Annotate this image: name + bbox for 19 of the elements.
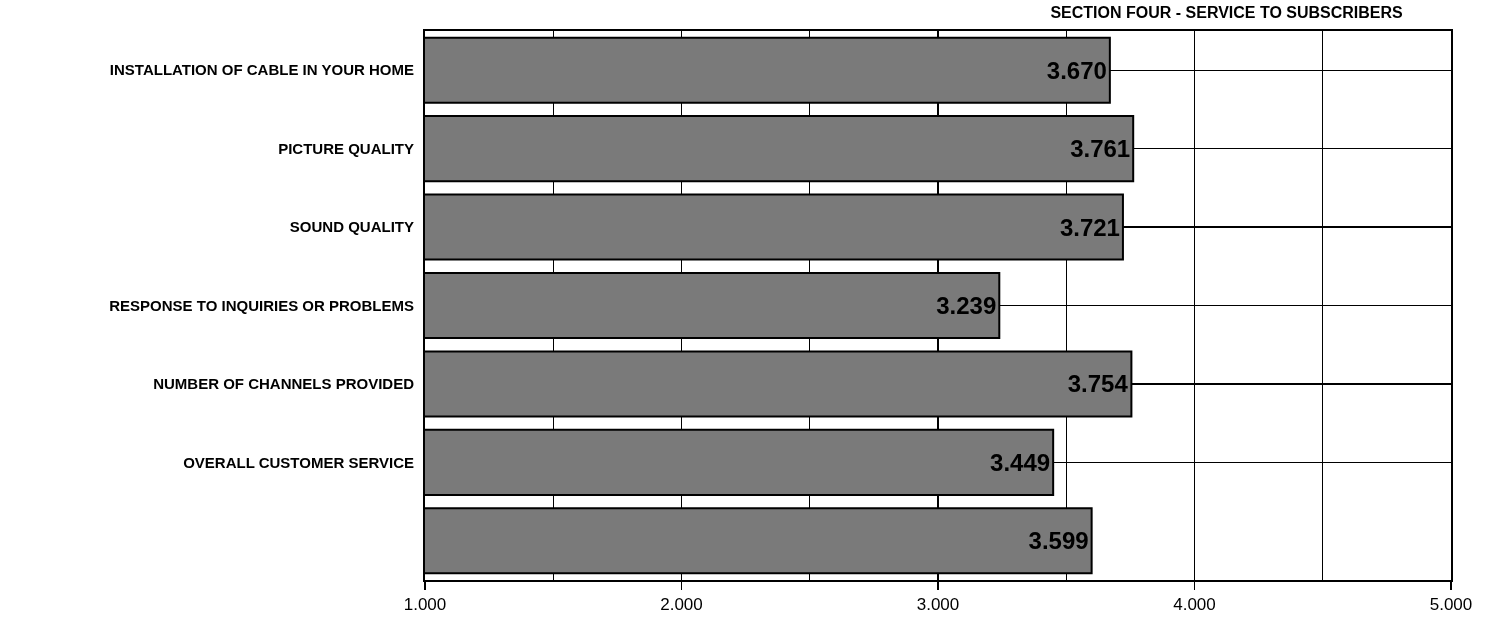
- x-tick-label: 3.000: [916, 595, 960, 615]
- data-label: 3.449: [990, 448, 1051, 476]
- data-label: 3.670: [1046, 56, 1107, 84]
- y-tick-label: RESPONSE TO INQUIRIES OR PROBLEMS: [109, 296, 414, 314]
- data-label: 3.754: [1067, 370, 1129, 398]
- data-label: 3.599: [1028, 527, 1089, 555]
- data-label: 3.239: [936, 292, 997, 319]
- data-label: 3.761: [1070, 135, 1131, 163]
- x-tick-label: 1.000: [403, 595, 447, 615]
- y-tick-label: INSTALLATION OF CABLE IN YOUR HOME: [109, 61, 414, 79]
- y-tick-label: OVERALL CUSTOMER SERVICE: [183, 453, 414, 471]
- x-tick-label: 5.000: [1429, 595, 1473, 615]
- chart-title: SECTION FOUR - SERVICE TO SUBSCRIBERS: [1050, 3, 1404, 21]
- y-tick-label: NUMBER OF CHANNELS PROVIDED: [153, 375, 415, 393]
- data-label: 3.721: [1059, 213, 1120, 241]
- x-tick-label: 4.000: [1173, 595, 1216, 615]
- y-tick-label: SOUND QUALITY: [289, 218, 414, 236]
- y-tick-label: PICTURE QUALITY: [278, 139, 414, 157]
- x-tick-label: 2.000: [660, 595, 703, 615]
